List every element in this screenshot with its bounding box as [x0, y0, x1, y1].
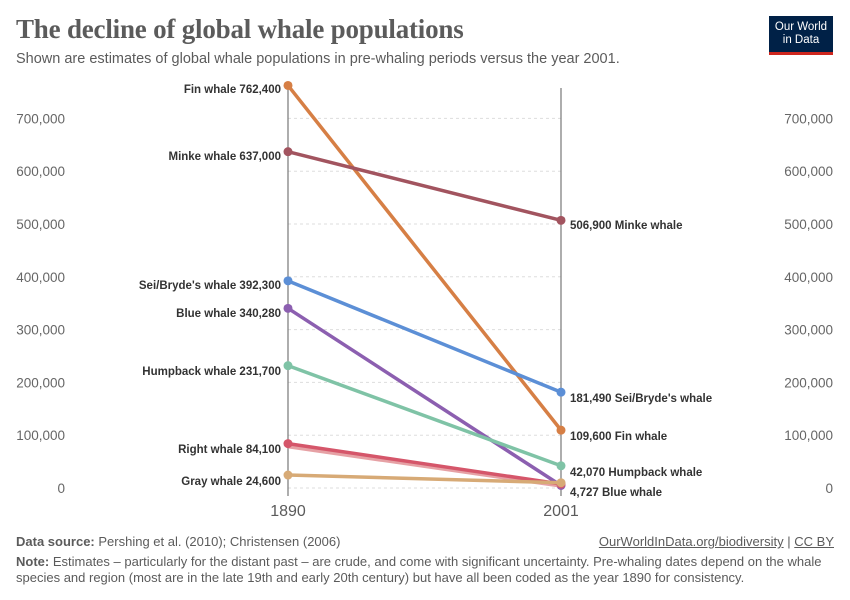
note-text: Estimates – particularly for the distant…: [16, 554, 822, 585]
start-label-blue-whale: Blue whale 340,280: [176, 308, 281, 320]
series-line-right-whale: [286, 441, 563, 486]
y-tick-label-right: 100,000: [784, 428, 833, 443]
series-point-end-sei-bryde-s-whale: [556, 387, 566, 397]
series-line-sei-bryde-s-whale: [286, 279, 563, 394]
end-label-blue-whale: 4,727 Blue whale: [570, 487, 662, 499]
series-line-blue-whale: [286, 306, 563, 488]
start-label-sei-bryde-s-whale: Sei/Bryde's whale 392,300: [139, 280, 281, 292]
y-tick-label-left: 500,000: [16, 217, 65, 232]
source-text: Pershing et al. (2010); Christensen (200…: [98, 534, 341, 549]
end-label-sei-bryde-s-whale: 181,490 Sei/Bryde's whale: [570, 393, 712, 405]
y-tick-label-right: 600,000: [784, 164, 833, 179]
y-tick-label-left: 200,000: [16, 375, 65, 390]
series-line-right-whale-secondary: [286, 444, 563, 488]
start-label-right-whale: Right whale 84,100: [178, 444, 281, 456]
logo-line-1: Our World: [774, 21, 828, 33]
end-label-fin-whale: 109,600 Fin whale: [570, 431, 667, 443]
start-label-fin-whale: Fin whale 762,400: [184, 84, 281, 96]
series-line-minke-whale: [286, 149, 563, 223]
y-tick-label-right: 500,000: [784, 217, 833, 232]
y-tick-label-left: 400,000: [16, 270, 65, 285]
series-point-end-gray-whale: [556, 478, 566, 488]
y-tick-label-right: 300,000: [784, 323, 833, 338]
series-point-start-humpback-whale: [283, 361, 293, 371]
y-tick-label-left: 100,000: [16, 428, 65, 443]
series-point-start-gray-whale: [283, 470, 293, 480]
y-tick-label-left: 600,000: [16, 164, 65, 179]
y-tick-label-right: 700,000: [784, 111, 833, 126]
series-point-start-blue-whale: [283, 303, 293, 313]
note-label: Note:: [16, 554, 50, 569]
logo-line-2: in Data: [782, 34, 820, 46]
series-point-end-humpback-whale: [556, 461, 566, 471]
end-label-minke-whale: 506,900 Minke whale: [570, 220, 683, 232]
series-point-start-sei-bryde-s-whale: [283, 276, 293, 286]
x-tick-label: 2001: [543, 503, 579, 520]
y-tick-label-left: 300,000: [16, 323, 65, 338]
y-tick-label-right: 400,000: [784, 270, 833, 285]
footer: Data source: Pershing et al. (2010); Chr…: [16, 534, 834, 586]
chart-subtitle: Shown are estimates of global whale popu…: [16, 51, 620, 67]
series-point-end-minke-whale: [556, 215, 566, 225]
series-line-gray-whale: [286, 473, 563, 485]
y-tick-label-left: 700,000: [16, 111, 65, 126]
series-point-start-right-whale: [283, 439, 293, 449]
x-tick-label: 1890: [270, 503, 306, 520]
start-label-humpback-whale: Humpback whale 231,700: [142, 366, 281, 378]
series-point-start-minke-whale: [283, 147, 293, 157]
license-link[interactable]: CC BY: [794, 534, 834, 549]
series-point-end-fin-whale: [556, 425, 566, 435]
end-label-humpback-whale: 42,070 Humpback whale: [570, 467, 702, 479]
series-line-fin-whale: [286, 83, 563, 432]
y-tick-label-left: 0: [57, 481, 65, 496]
y-tick-label-right: 0: [825, 481, 833, 496]
chart-title: The decline of global whale populations: [16, 14, 464, 44]
start-label-minke-whale: Minke whale 637,000: [168, 151, 281, 163]
y-tick-label-right: 200,000: [784, 375, 833, 390]
link-separator: |: [787, 534, 791, 549]
owid-logo[interactable]: Our World in Data: [769, 16, 833, 55]
series-point-start-fin-whale: [283, 80, 293, 90]
source-label: Data source:: [16, 534, 95, 549]
series-line-humpback-whale: [286, 363, 563, 468]
source-link[interactable]: OurWorldInData.org/biodiversity: [598, 534, 784, 549]
start-label-gray-whale: Gray whale 24,600: [181, 476, 281, 488]
